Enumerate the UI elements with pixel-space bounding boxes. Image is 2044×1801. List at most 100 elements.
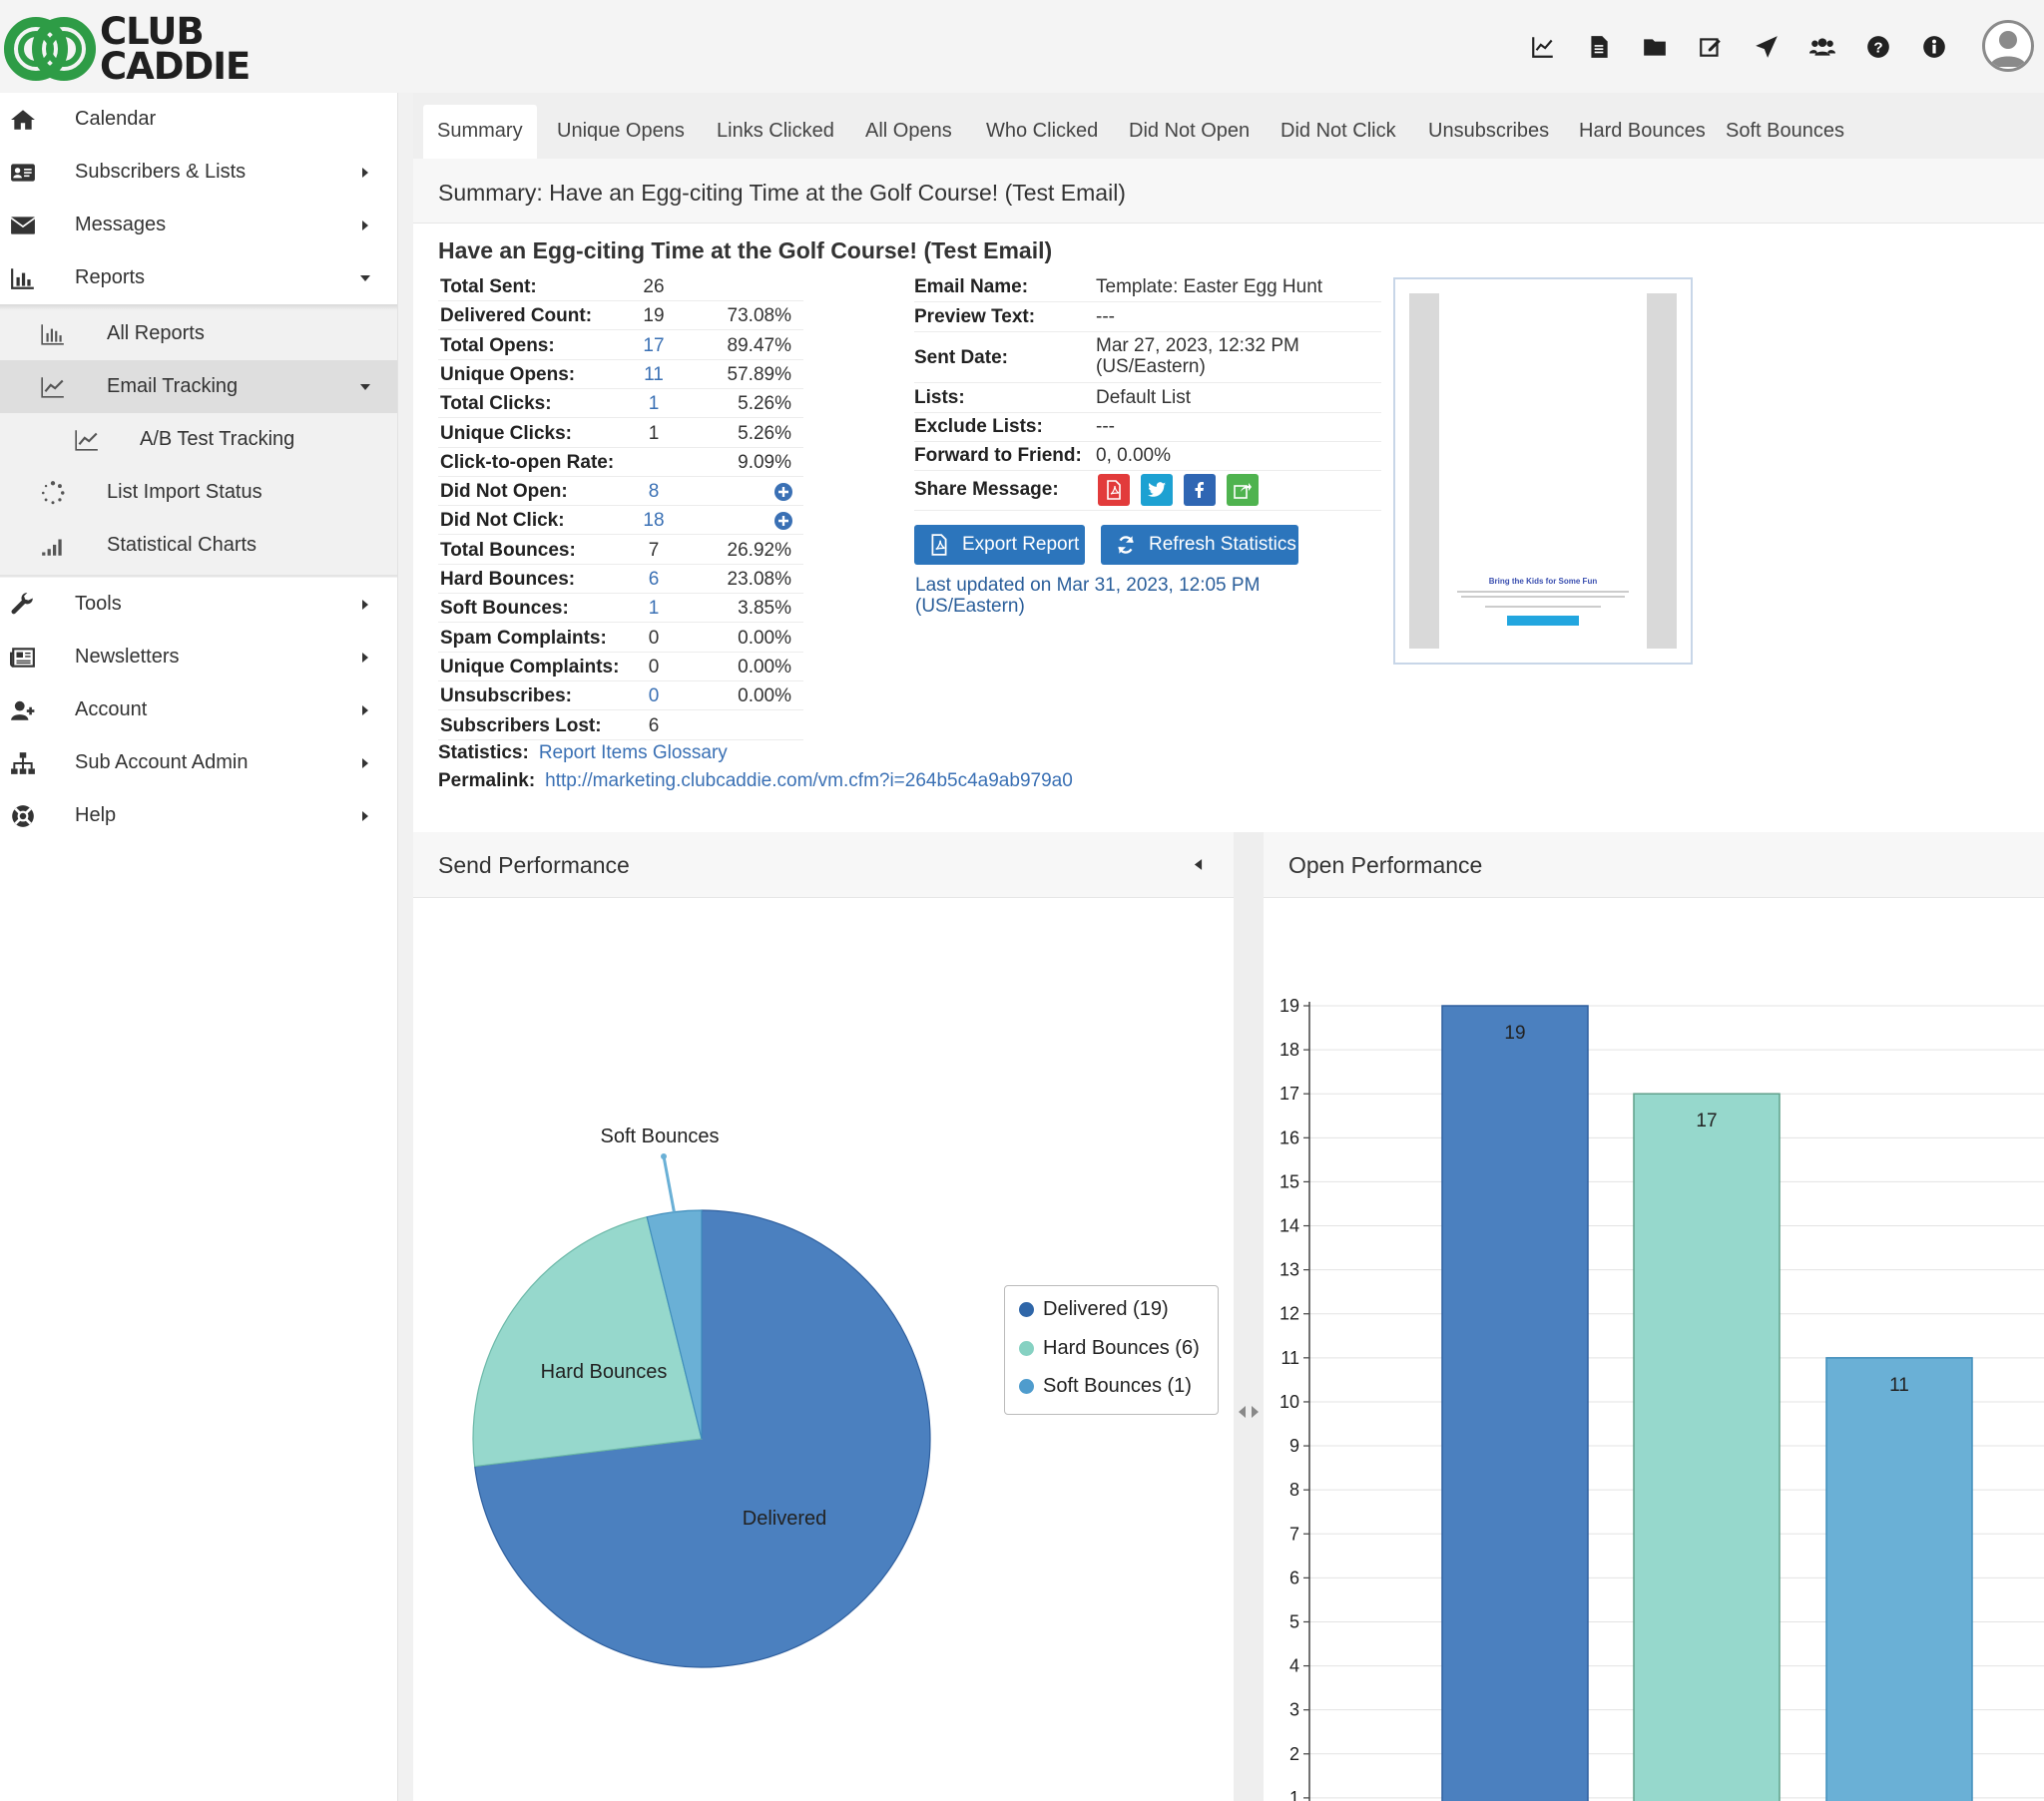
tab-who-clicked[interactable]: Who Clicked: [986, 120, 1099, 142]
sidebar-item-subscribers-lists[interactable]: Subscribers & Lists: [0, 146, 397, 199]
line-chart-icon[interactable]: [1526, 30, 1560, 64]
expand-plus-icon[interactable]: [773, 482, 793, 502]
sidebar-item-ab-test-tracking[interactable]: A/B Test Tracking: [0, 413, 397, 466]
stat-value[interactable]: 11: [644, 363, 664, 385]
tab-unsubscribes[interactable]: Unsubscribes: [1428, 120, 1550, 142]
expand-plus-icon[interactable]: [773, 511, 793, 531]
y-tick-label: 7: [1289, 1524, 1299, 1544]
sidebar-item-reports[interactable]: Reports: [0, 251, 397, 304]
tab-unique-opens[interactable]: Unique Opens: [557, 120, 685, 142]
user-avatar[interactable]: [1982, 20, 2034, 72]
caret-right-icon: [355, 648, 375, 668]
info-label: Lists:: [914, 387, 965, 408]
stat-label: Unique Complaints:: [440, 656, 620, 677]
stat-value: 7: [648, 539, 660, 561]
stat-percent: 57.89%: [727, 363, 791, 385]
stat-value[interactable]: 6: [648, 569, 660, 590]
stat-value: 6: [648, 714, 660, 736]
legend-item-hard-bounces[interactable]: Hard Bounces (6): [1019, 1337, 1200, 1360]
twitter-share-icon[interactable]: [1141, 474, 1173, 506]
sidebar-item-list-import-status[interactable]: List Import Status: [0, 466, 397, 519]
tab-links-clicked[interactable]: Links Clicked: [717, 120, 834, 142]
tab-hard-bounces[interactable]: Hard Bounces: [1579, 120, 1706, 142]
pdf-share-icon[interactable]: [1098, 474, 1130, 506]
sidebar-item-messages[interactable]: Messages: [0, 199, 397, 251]
sidebar-item-label: Help: [75, 804, 117, 826]
export-report-button[interactable]: Export Report: [914, 525, 1085, 565]
stat-value[interactable]: 1: [648, 598, 660, 620]
line-chart-icon: [72, 425, 102, 455]
stat-value[interactable]: 8: [648, 481, 660, 503]
stats-row: Soft Bounces: 1 3.85%: [438, 594, 1225, 624]
top-header: CLUB CADDIE ?: [0, 0, 2044, 93]
stat-value[interactable]: 1: [648, 393, 660, 415]
report-items-glossary-link[interactable]: Report Items Glossary: [538, 742, 728, 763]
bar-total-opens[interactable]: [1633, 1093, 1781, 1801]
refresh-statistics-label: Refresh Statistics: [1149, 534, 1296, 555]
email-preview-thumbnail[interactable]: Bring the Kids for Some Fun: [1393, 277, 1693, 665]
info-label: Forward to Friend:: [914, 445, 1082, 466]
sidebar-item-statistical-charts[interactable]: Statistical Charts: [0, 519, 397, 572]
send-icon[interactable]: [1750, 30, 1784, 64]
folder-icon[interactable]: [1638, 30, 1672, 64]
tab-soft-bounces[interactable]: Soft Bounces: [1726, 120, 1844, 142]
sidebar-item-all-reports[interactable]: All Reports: [0, 307, 397, 360]
logo-mark-icon: [4, 17, 96, 81]
help-icon[interactable]: ?: [1861, 30, 1895, 64]
info-row-exclude-lists: Exclude Lists: ---: [914, 412, 1381, 442]
legend-item-soft-bounces[interactable]: Soft Bounces (1): [1019, 1375, 1192, 1398]
row-divider: [438, 709, 803, 711]
row-divider: [438, 300, 803, 301]
share-link-icon[interactable]: [1227, 474, 1259, 506]
panel-splitter[interactable]: [1234, 832, 1264, 1801]
row-divider: [438, 358, 803, 360]
sidebar-item-newsletters[interactable]: Newsletters: [0, 631, 397, 683]
stat-value[interactable]: 17: [643, 334, 665, 356]
pie-label: Delivered: [743, 1508, 826, 1530]
pie-slice-soft-bounces[interactable]: [646, 1209, 703, 1440]
sidebar-item-label: List Import Status: [107, 481, 262, 503]
info-icon[interactable]: [1917, 30, 1951, 64]
sidebar-item-sub-account-admin[interactable]: Sub Account Admin: [0, 736, 397, 789]
tab-summary[interactable]: Summary: [423, 105, 537, 159]
sidebar-item-account[interactable]: Account: [0, 683, 397, 736]
stat-value[interactable]: 18: [643, 510, 665, 532]
users-icon[interactable]: [1805, 30, 1839, 64]
info-row-share: Share Message:: [914, 470, 1381, 511]
sidebar-item-help[interactable]: Help: [0, 789, 397, 842]
pie-slice-delivered[interactable]: [474, 1209, 931, 1668]
y-tick-label: 17: [1279, 1084, 1299, 1104]
facebook-share-icon[interactable]: [1184, 474, 1216, 506]
tab-all-opens[interactable]: All Opens: [865, 120, 952, 142]
sidebar-item-label: A/B Test Tracking: [140, 428, 295, 450]
bar-chart-icon: [38, 319, 68, 349]
permalink-link[interactable]: http://marketing.clubcaddie.com/vm.cfm?i…: [545, 770, 1073, 791]
sidebar-item-email-tracking[interactable]: Email Tracking: [0, 360, 397, 413]
sidebar-item-label: Sub Account Admin: [75, 751, 249, 773]
open-performance-title: Open Performance: [1288, 852, 1483, 878]
stat-value[interactable]: 0: [648, 685, 660, 707]
club-caddie-logo[interactable]: CLUB CADDIE: [4, 10, 263, 90]
sidebar-item-tools[interactable]: Tools: [0, 578, 397, 631]
bar-unique-opens[interactable]: [1825, 1357, 1973, 1801]
caret-down-icon: [355, 268, 375, 288]
caret-right-icon: [355, 806, 375, 826]
pie-label-connector-dot: [661, 1153, 667, 1159]
sent-date-timezone: (US/Eastern): [1096, 356, 1206, 377]
sidebar-item-calendar[interactable]: Calendar: [0, 93, 397, 146]
caret-down-icon: [355, 377, 375, 397]
edit-icon[interactable]: [1694, 30, 1728, 64]
pie-slice-hard-bounces[interactable]: [472, 1215, 703, 1468]
sitemap-icon: [8, 748, 38, 778]
tab-did-not-click[interactable]: Did Not Click: [1280, 120, 1396, 142]
legend-item-delivered[interactable]: Delivered (19): [1019, 1298, 1169, 1321]
refresh-statistics-button[interactable]: Refresh Statistics: [1101, 525, 1298, 565]
tab-did-not-open[interactable]: Did Not Open: [1129, 120, 1251, 142]
row-divider: [438, 329, 803, 331]
bar-data-label: 11: [1889, 1375, 1909, 1396]
sidebar-item-label: Calendar: [75, 108, 157, 130]
stat-label: Unique Clicks:: [440, 422, 572, 444]
bar-delivered[interactable]: [1441, 1005, 1589, 1801]
collapse-left-icon[interactable]: [1194, 858, 1203, 871]
document-icon[interactable]: [1582, 30, 1616, 64]
